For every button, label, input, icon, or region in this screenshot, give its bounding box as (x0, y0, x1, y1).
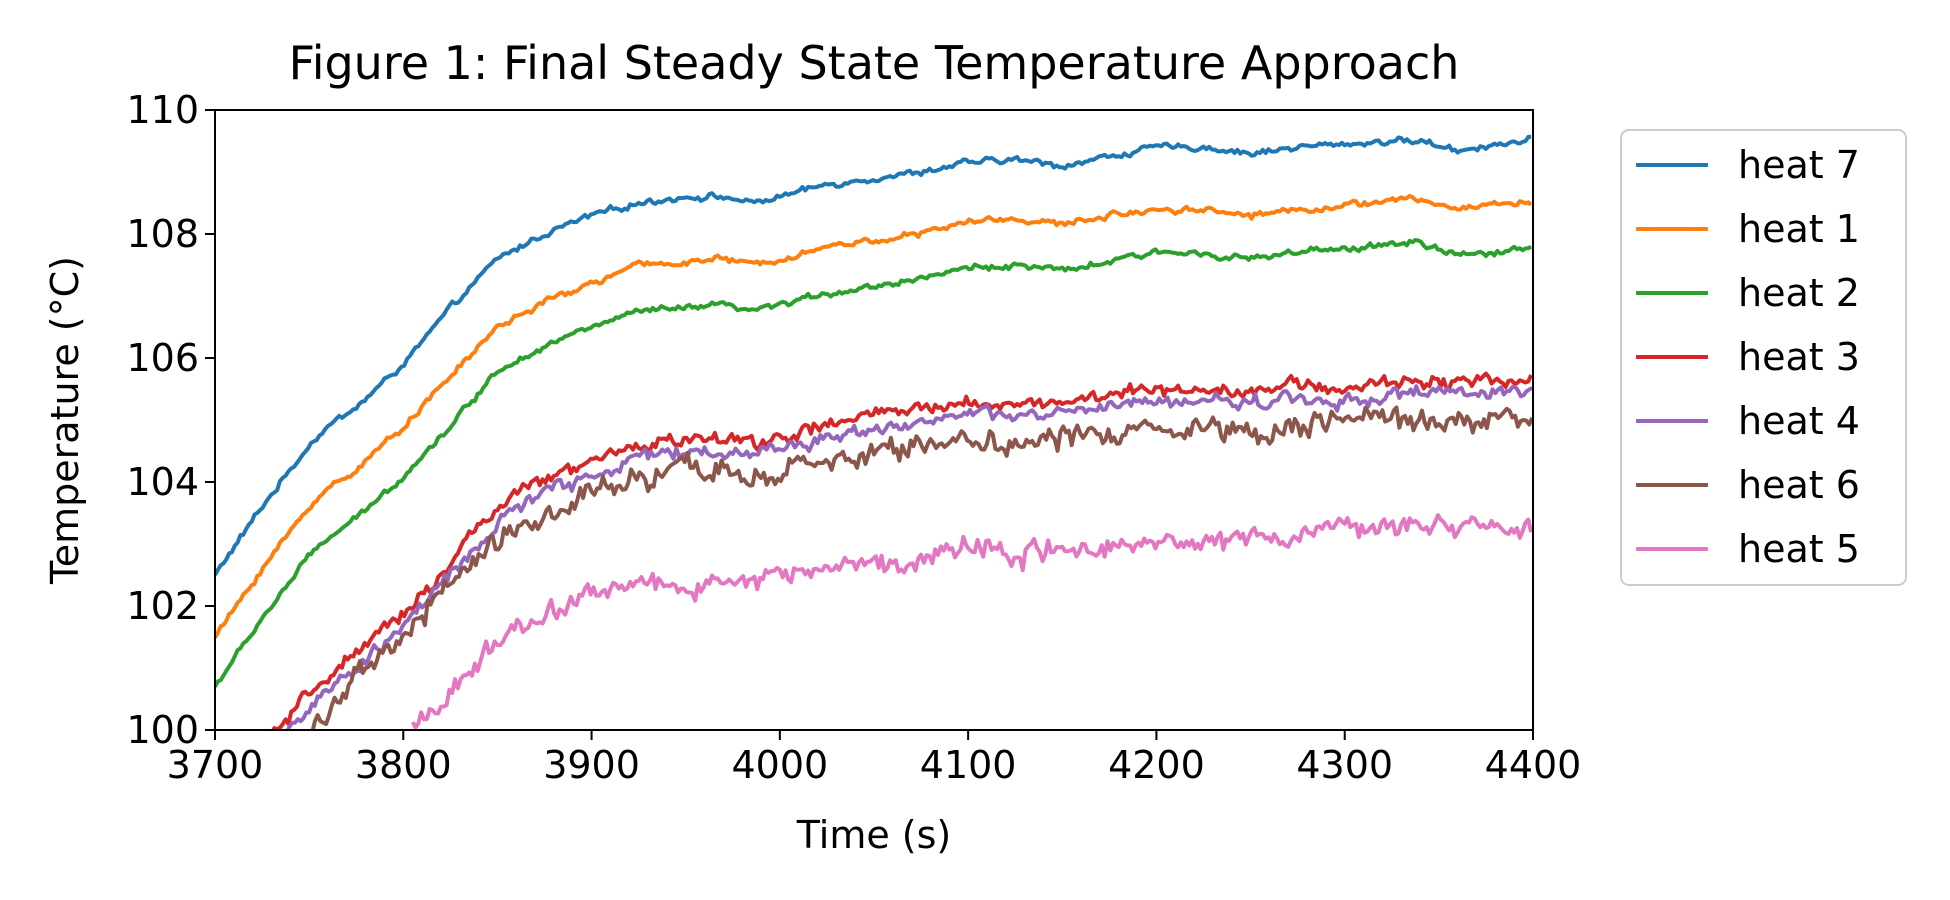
x-axis-ticks: 3700 3800 3900 4000 4100 4200 4300 4400 (167, 730, 1582, 787)
series-lines (215, 134, 1533, 730)
series-line-heat-4 (285, 384, 1533, 730)
series-line-heat-5 (410, 513, 1533, 730)
series-line-heat-3 (271, 371, 1533, 730)
series-line-heat-6 (310, 405, 1533, 730)
x-tick-label: 3800 (355, 743, 452, 787)
x-tick-label: 3700 (167, 743, 264, 787)
y-tick-label: 110 (126, 88, 199, 132)
legend: heat 7 heat 1 heat 2 heat 3 heat 4 heat 6 heat… (1620, 129, 1907, 586)
legend-label: heat 1 (1738, 207, 1860, 251)
legend-label: heat 2 (1738, 271, 1860, 315)
x-tick-label: 4000 (731, 743, 828, 787)
legend-label: heat 4 (1738, 399, 1860, 443)
chart-title: Figure 1: Final Steady State Temperature… (289, 36, 1460, 90)
y-tick-label: 102 (126, 584, 199, 628)
y-axis-ticks: 100 102 104 106 108 110 (126, 88, 215, 752)
y-tick-label: 108 (126, 212, 199, 256)
plot-area-frame (214, 109, 1534, 731)
y-tick-label: 100 (126, 708, 199, 752)
x-tick-label: 4300 (1296, 743, 1393, 787)
y-tick-label: 104 (126, 460, 199, 504)
legend-label: heat 5 (1738, 527, 1860, 571)
x-tick-label: 4400 (1485, 743, 1582, 787)
x-axis-label: Time (s) (796, 813, 952, 857)
series-line-heat-1 (215, 193, 1533, 639)
legend-label: heat 6 (1738, 463, 1860, 507)
x-tick-label: 3900 (543, 743, 640, 787)
x-tick-label: 4200 (1108, 743, 1205, 787)
series-line-heat-7 (215, 134, 1532, 576)
y-tick-label: 106 (126, 336, 199, 380)
legend-label: heat 7 (1738, 143, 1860, 187)
series-line-heat-2 (215, 237, 1533, 688)
y-axis-label: Temperature (°C) (43, 256, 87, 585)
legend-label: heat 3 (1738, 335, 1860, 379)
x-tick-label: 4100 (920, 743, 1017, 787)
legend-frame (1620, 129, 1907, 586)
